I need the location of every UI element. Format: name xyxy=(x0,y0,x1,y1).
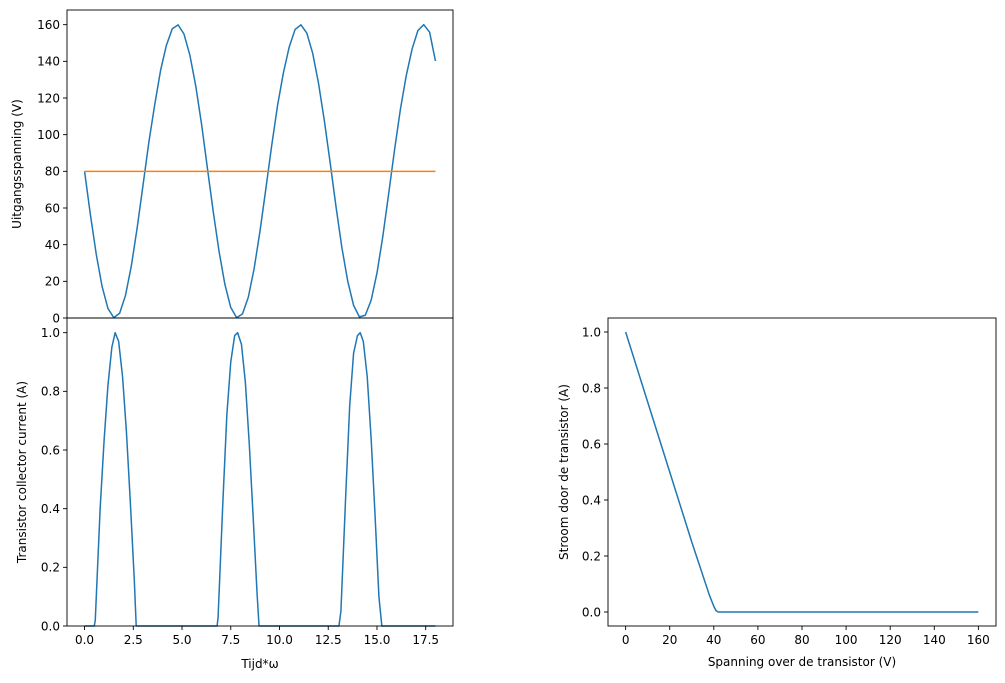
x-tick-label: 7.5 xyxy=(221,633,240,647)
panel-bottom-left: 0.0 0.2 0.4 0.6 0.8 1.0 0.0 2.5 5.0 7.5 10.0 12.5 15… xyxy=(15,317,454,671)
y-tick-label: 1.0 xyxy=(41,326,60,340)
x-tick-label: 160 xyxy=(967,633,990,647)
y-tick-label: 0.2 xyxy=(41,561,60,575)
x-axis-label: Tijd*ω xyxy=(240,657,278,671)
y-tick-label: 1.0 xyxy=(582,325,601,339)
series-line-0 xyxy=(84,331,436,627)
y-axis-label: Stroom door de transistor (A) xyxy=(557,384,571,560)
x-axis-label: Spanning over de transistor (V) xyxy=(708,655,896,669)
series-line-0 xyxy=(83,23,437,319)
y-tick-label: 0.0 xyxy=(582,605,601,619)
y-tick-label: 0.4 xyxy=(41,502,60,516)
y-tick-label: 0.2 xyxy=(582,549,601,563)
y-tick-label: 160 xyxy=(37,18,60,32)
panel-bottom-right: 0.0 0.2 0.4 0.6 0.8 1.0 0 20 40 60 80 100 120 140 160 S… xyxy=(557,317,997,669)
y-tick-label: 0.6 xyxy=(41,443,60,457)
x-tick-label: 0 xyxy=(622,633,630,647)
panel-top-left: 0 20 40 60 80 100 120 140 160 Uitgangsspanning (V… xyxy=(10,9,454,325)
y-axis-label: Transistor collector current (A) xyxy=(15,381,29,564)
y-tick-label: 0.4 xyxy=(582,493,601,507)
x-tick-label: 5.0 xyxy=(172,633,191,647)
y-tick-label: 0.0 xyxy=(41,619,60,633)
y-tick-label: 100 xyxy=(37,128,60,142)
axes-frame xyxy=(66,9,454,319)
x-tick-label: 0.0 xyxy=(75,633,94,647)
axes-frame xyxy=(607,317,997,627)
x-tick-label: 100 xyxy=(835,633,858,647)
axes-frame xyxy=(66,317,454,627)
x-tick-label: 15.0 xyxy=(364,633,391,647)
y-tick-label: 0 xyxy=(52,311,60,325)
x-tick-label: 120 xyxy=(879,633,902,647)
y-tick-label: 0.8 xyxy=(582,381,601,395)
x-tick-label: 80 xyxy=(794,633,809,647)
x-tick-label: 10.0 xyxy=(266,633,293,647)
y-tick-label: 80 xyxy=(45,165,60,179)
x-tick-label: 20 xyxy=(662,633,677,647)
y-tick-label: 60 xyxy=(45,201,60,215)
x-tick-label: 17.5 xyxy=(412,633,439,647)
series-line-0 xyxy=(624,331,979,613)
x-tick-label: 40 xyxy=(706,633,721,647)
x-tick-label: 12.5 xyxy=(315,633,342,647)
y-tick-label: 0.6 xyxy=(582,437,601,451)
x-tick-label: 2.5 xyxy=(124,633,143,647)
x-tick-label: 60 xyxy=(750,633,765,647)
y-axis-label: Uitgangsspanning (V) xyxy=(10,99,24,229)
y-tick-label: 0.8 xyxy=(41,385,60,399)
y-tick-label: 120 xyxy=(37,91,60,105)
y-tick-label: 140 xyxy=(37,55,60,69)
x-tick-label: 140 xyxy=(923,633,946,647)
y-tick-label: 20 xyxy=(45,275,60,289)
y-tick-label: 40 xyxy=(45,238,60,252)
